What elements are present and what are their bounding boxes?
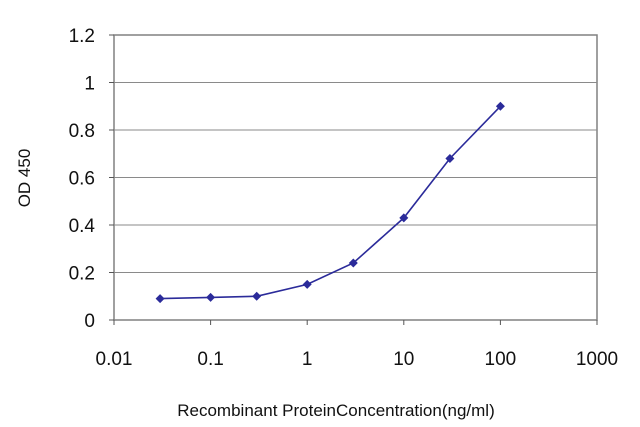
data-point-marker (445, 154, 455, 163)
x-tick-label: 1000 (576, 349, 618, 370)
data-point-marker (399, 213, 409, 223)
x-tick-label: 1 (302, 349, 313, 370)
x-tick-label: 100 (485, 349, 517, 370)
y-axis-ticks: 0 0.2 0.4 0.6 0.8 1 1.2 (69, 26, 114, 332)
x-axis-title: Recombinant ProteinConcentration(ng/ml) (177, 401, 495, 420)
y-tick-label: 1.2 (69, 26, 95, 47)
data-point-marker (206, 292, 216, 302)
series-line (160, 105, 501, 300)
y-tick-label: 0.8 (69, 121, 95, 142)
data-point-marker (302, 279, 312, 289)
x-tick-label: 10 (393, 349, 414, 370)
y-tick-label: 0.6 (69, 169, 95, 190)
data-point-marker (252, 291, 262, 301)
y-axis-title: OD 450 (15, 149, 34, 208)
y-tick-label: 0.4 (69, 216, 96, 237)
gridlines (114, 82, 597, 273)
y-tick-label: 0 (84, 311, 95, 332)
x-tick-label: 0.1 (197, 349, 223, 370)
y-tick-label: 1 (84, 74, 95, 95)
x-axis-ticks: 0.01 0.1 1 10 100 1000 (96, 320, 618, 370)
data-point-marker (348, 258, 358, 268)
data-point-marker (155, 294, 165, 304)
y-tick-label: 0.2 (69, 264, 95, 285)
series-group (155, 101, 505, 304)
x-tick-label: 0.01 (96, 349, 133, 370)
data-point-marker (495, 101, 505, 111)
